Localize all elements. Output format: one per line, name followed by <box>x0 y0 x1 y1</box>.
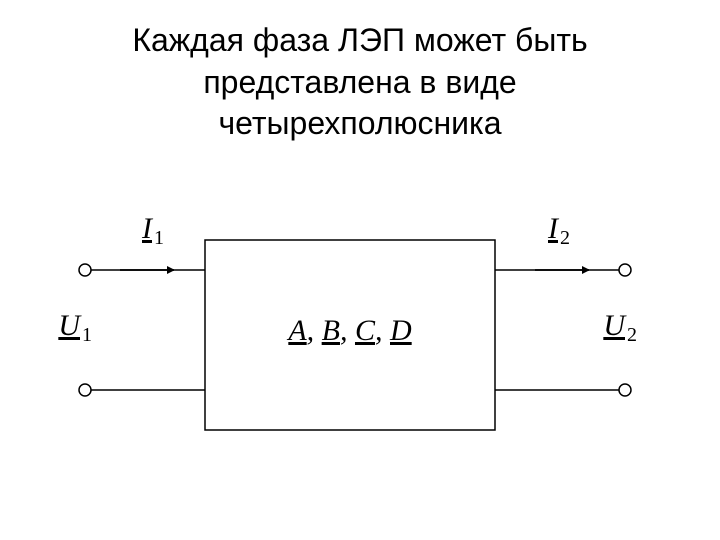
two-port-diagram: A, B, C, DI1U1I2U2 <box>0 200 720 480</box>
svg-text:U: U <box>58 309 82 342</box>
svg-text:2: 2 <box>560 227 570 249</box>
svg-text:A, B, C, D: A, B, C, D <box>286 314 412 347</box>
title-line-2: представлена в виде <box>0 62 720 104</box>
page-title: Каждая фаза ЛЭП может быть представлена … <box>0 0 720 145</box>
svg-text:I: I <box>141 212 154 245</box>
title-line-3: четырехполюсника <box>0 103 720 145</box>
svg-text:U: U <box>603 309 627 342</box>
svg-text:1: 1 <box>82 324 92 346</box>
svg-text:I: I <box>547 212 560 245</box>
title-line-1: Каждая фаза ЛЭП может быть <box>0 20 720 62</box>
svg-text:1: 1 <box>154 227 164 249</box>
svg-text:2: 2 <box>627 324 637 346</box>
